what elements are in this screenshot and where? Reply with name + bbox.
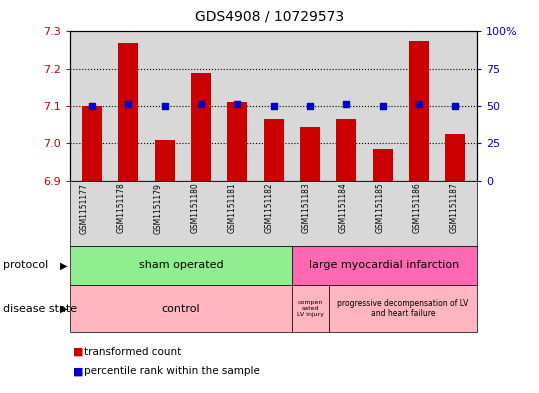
Text: GSM1151177: GSM1151177 xyxy=(80,183,88,233)
Point xyxy=(378,103,387,109)
Text: percentile rank within the sample: percentile rank within the sample xyxy=(84,366,259,376)
Point xyxy=(160,103,169,109)
Text: ■: ■ xyxy=(73,347,83,357)
Text: GSM1151186: GSM1151186 xyxy=(412,183,421,233)
Text: ▶: ▶ xyxy=(60,303,67,314)
Text: progressive decompensation of LV
and heart failure: progressive decompensation of LV and hea… xyxy=(337,299,469,318)
Text: GSM1151182: GSM1151182 xyxy=(265,183,274,233)
Text: compen
sated
LV injury: compen sated LV injury xyxy=(297,300,324,317)
Text: GSM1151185: GSM1151185 xyxy=(376,183,384,233)
Point xyxy=(233,101,241,107)
Bar xyxy=(372,149,392,181)
Text: GSM1151187: GSM1151187 xyxy=(450,183,459,233)
Point xyxy=(124,101,133,107)
Bar xyxy=(191,72,211,181)
Text: GSM1151178: GSM1151178 xyxy=(116,183,126,233)
Bar xyxy=(336,119,356,181)
Text: sham operated: sham operated xyxy=(139,260,223,270)
Point xyxy=(306,103,314,109)
Point xyxy=(197,101,205,107)
Point xyxy=(451,103,460,109)
Bar xyxy=(155,140,175,181)
Bar xyxy=(227,102,247,181)
Text: ■: ■ xyxy=(73,366,83,376)
Text: large myocardial infarction: large myocardial infarction xyxy=(309,260,460,270)
Point xyxy=(342,101,350,107)
Text: ▶: ▶ xyxy=(60,260,67,270)
Point xyxy=(414,101,423,107)
Point xyxy=(270,103,278,109)
Text: GSM1151184: GSM1151184 xyxy=(338,183,348,233)
Text: protocol: protocol xyxy=(3,260,48,270)
Text: GSM1151181: GSM1151181 xyxy=(227,183,237,233)
Text: control: control xyxy=(162,303,201,314)
Bar xyxy=(300,127,320,181)
Text: GSM1151180: GSM1151180 xyxy=(191,183,199,233)
Bar xyxy=(409,41,429,181)
Text: GDS4908 / 10729573: GDS4908 / 10729573 xyxy=(195,10,344,24)
Bar xyxy=(82,106,102,181)
Point xyxy=(87,103,96,109)
Bar xyxy=(264,119,284,181)
Text: GSM1151179: GSM1151179 xyxy=(154,183,163,233)
Bar xyxy=(445,134,465,181)
Text: disease state: disease state xyxy=(3,303,77,314)
Text: transformed count: transformed count xyxy=(84,347,181,357)
Bar xyxy=(118,42,138,181)
Text: GSM1151183: GSM1151183 xyxy=(301,183,310,233)
